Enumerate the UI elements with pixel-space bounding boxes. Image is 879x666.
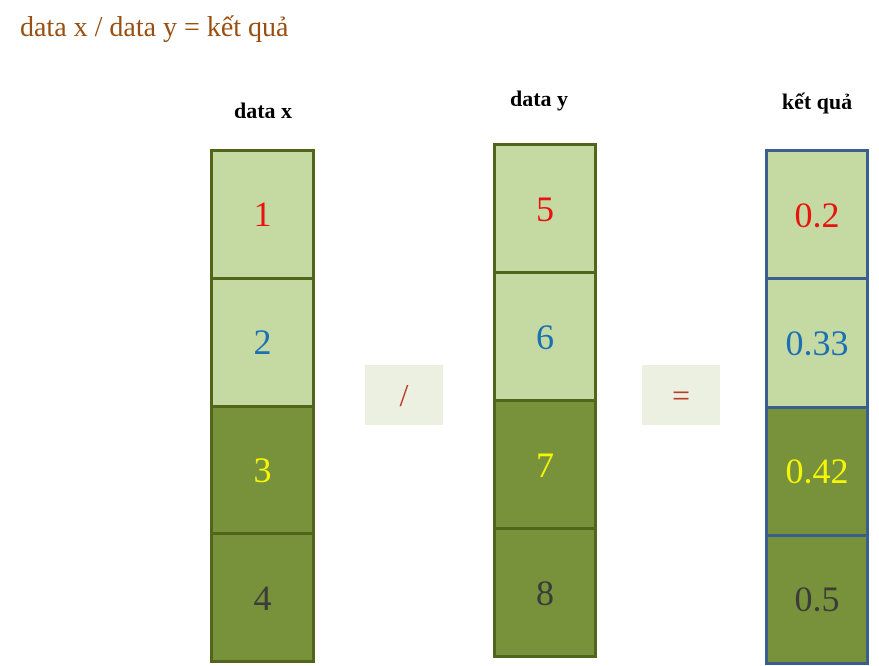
data-y-header: data y bbox=[509, 86, 569, 111]
data-x-cell-4: 4 bbox=[213, 532, 312, 660]
data-y-cell-2: 6 bbox=[496, 271, 594, 399]
result-header: kết quả bbox=[781, 89, 853, 114]
result-cell-2: 0.33 bbox=[768, 277, 866, 406]
page-title: data x / data y = kết quả bbox=[20, 12, 289, 43]
result-cell-4: 0.5 bbox=[768, 533, 866, 662]
data-x-cell-3: 3 bbox=[213, 404, 312, 533]
data-x-cell-2: 2 bbox=[213, 276, 312, 405]
data-y-cell-4: 8 bbox=[496, 527, 594, 655]
equals-operator: = bbox=[642, 365, 720, 425]
data-y-column: 5 6 7 8 bbox=[493, 143, 597, 658]
data-x-header: data x bbox=[233, 98, 293, 123]
data-x-cell-1: 1 bbox=[213, 152, 312, 277]
divide-operator: / bbox=[365, 365, 443, 425]
result-cell-3: 0.42 bbox=[768, 405, 866, 534]
data-y-cell-3: 7 bbox=[496, 399, 594, 527]
data-y-cell-1: 5 bbox=[496, 146, 594, 271]
result-cell-1: 0.2 bbox=[768, 152, 866, 278]
data-x-column: 1 2 3 4 bbox=[210, 149, 315, 663]
result-column: 0.2 0.33 0.42 0.5 bbox=[765, 149, 869, 665]
